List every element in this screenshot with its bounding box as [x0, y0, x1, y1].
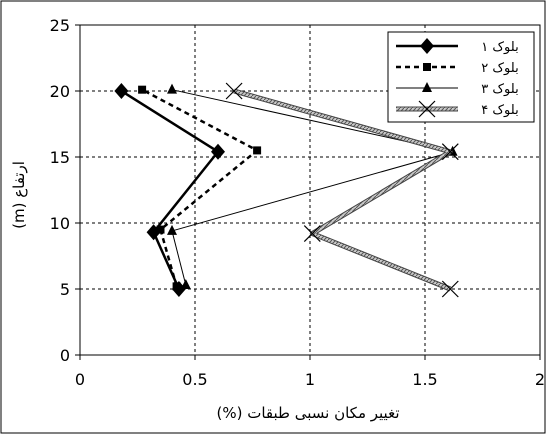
x-tick-label: 1	[305, 370, 315, 389]
data-point-x	[225, 82, 243, 100]
y-tick-label: 0	[60, 346, 70, 365]
data-point-x-stroke	[225, 82, 243, 100]
data-point-diamond	[211, 143, 225, 160]
data-point-x	[441, 143, 459, 161]
data-point-diamond	[114, 83, 129, 99]
data-point-square	[253, 146, 262, 155]
data-point-x-stroke	[303, 225, 321, 242]
legend-item-1: بلوک ۱	[396, 38, 519, 55]
series-2	[138, 85, 262, 291]
y-tick-label: 25	[50, 16, 70, 35]
series-line-1	[120, 89, 220, 290]
x-tick-label: 0.5	[182, 370, 207, 389]
data-point-triangle	[180, 279, 191, 290]
legend-item-4: بلوک ۴	[396, 100, 519, 118]
data-point-triangle	[167, 224, 177, 235]
data-point-square	[172, 282, 181, 291]
series-line-3	[171, 89, 453, 286]
data-point-x	[418, 100, 436, 118]
y-tick-label: 20	[50, 82, 70, 101]
legend-label-4: بلوک ۴	[481, 103, 518, 118]
data-point-x	[303, 225, 321, 242]
data-point-square	[423, 63, 431, 71]
y-tick-label: 10	[50, 214, 70, 233]
legend-label-1: بلوک ۱	[481, 40, 518, 55]
data-point-square	[156, 225, 165, 234]
legend-item-2: بلوک ۲	[396, 61, 519, 76]
data-point-triangle	[422, 82, 432, 92]
legend-item-3: بلوک ۳	[396, 82, 519, 97]
data-point-diamond	[420, 38, 434, 54]
series-line-2	[141, 88, 260, 287]
x-tick-label: 0	[75, 370, 85, 389]
data-point-x-stroke	[441, 143, 459, 161]
y-axis-label: ارتفاع (m)	[10, 161, 28, 229]
y-tick-label: 5	[60, 280, 70, 299]
data-point-x	[441, 280, 459, 298]
legend-label-2: بلوک ۲	[481, 61, 518, 76]
data-point-square	[138, 85, 147, 94]
series-line-4	[233, 89, 452, 291]
data-point-x-stroke	[418, 100, 436, 118]
y-tick-label: 15	[50, 148, 70, 167]
data-point-x-stroke	[441, 280, 459, 298]
series-4	[225, 82, 459, 298]
data-point-triangle	[167, 83, 177, 94]
x-tick-label: 1.5	[412, 370, 437, 389]
x-tick-label: 2	[535, 370, 545, 389]
legend-label-3: بلوک ۳	[481, 82, 518, 97]
x-axis-label: تغییر مکان نسبی طبقات (%)	[216, 404, 399, 422]
